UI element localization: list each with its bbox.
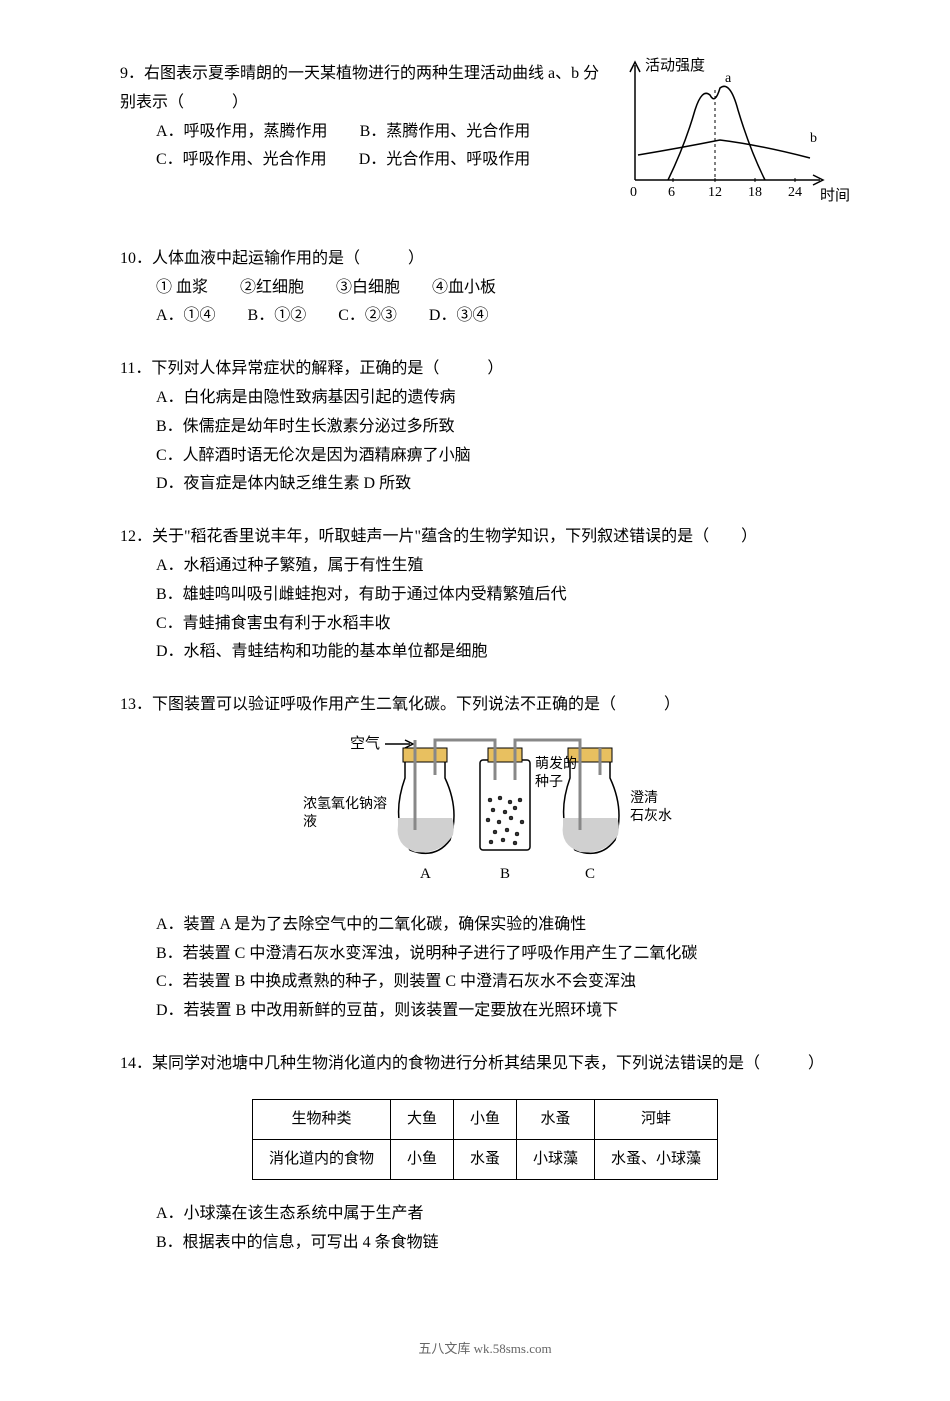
- q12-optC: C．青蛙捕食害虫有利于水稻丰收: [156, 610, 850, 639]
- q12-optA: A．水稻通过种子繁殖，属于有性生殖: [156, 552, 850, 581]
- cell: 消化道内的食物: [252, 1139, 390, 1179]
- question-10: 10．人体血液中起运输作用的是（ ） ① 血浆 ②红细胞 ③白细胞 ④血小板 A…: [120, 245, 850, 331]
- question-9: 活动强度 0 6 12 18 24 时间 a b 9．右图表示夏季晴朗的一天某植…: [120, 60, 850, 221]
- q10-stem: 10．人体血液中起运输作用的是（ ）: [120, 245, 850, 274]
- svg-text:C: C: [585, 866, 595, 882]
- svg-text:18: 18: [748, 185, 762, 200]
- q9-optC: C．呼吸作用、光合作用: [156, 151, 327, 168]
- q13-stem: 13．下图装置可以验证呼吸作用产生二氧化碳。下列说法不正确的是（ ）: [120, 691, 850, 720]
- q14-stem: 14．某同学对池塘中几种生物消化道内的食物进行分析其结果见下表，下列说法错误的是…: [120, 1050, 850, 1079]
- svg-text:b: b: [810, 131, 817, 146]
- svg-text:石灰水: 石灰水: [630, 808, 672, 824]
- q9-optD: D．光合作用、呼吸作用: [359, 151, 531, 168]
- q13-optA: A．装置 A 是为了去除空气中的二氧化碳，确保实验的准确性: [156, 911, 850, 940]
- q13-optB: B．若装置 C 中澄清石灰水变浑浊，说明种子进行了呼吸作用产生了二氧化碳: [156, 940, 850, 969]
- svg-text:澄清: 澄清: [630, 790, 658, 806]
- question-12: 12．关于"稻花香里说丰年，听取蛙声一片"蕴含的生物学知识，下列叙述错误的是（ …: [120, 523, 850, 667]
- q13-figure: 空气: [120, 730, 850, 901]
- cell: 河蚌: [595, 1099, 718, 1139]
- q9-optB: B．蒸腾作用、光合作用: [360, 123, 531, 140]
- q10-items: ① 血浆 ②红细胞 ③白细胞 ④血小板: [156, 274, 850, 303]
- svg-text:12: 12: [708, 185, 722, 200]
- question-14: 14．某同学对池塘中几种生物消化道内的食物进行分析其结果见下表，下列说法错误的是…: [120, 1050, 850, 1257]
- q14-optA: A．小球藻在该生态系统中属于生产者: [156, 1200, 850, 1229]
- svg-text:时间: 时间: [820, 187, 850, 204]
- q11-optB: B．侏儒症是幼年时生长激素分泌过多所致: [156, 413, 850, 442]
- svg-text:24: 24: [788, 185, 802, 200]
- cell: 水蚤: [453, 1139, 516, 1179]
- q9-optA: A．呼吸作用，蒸腾作用: [156, 123, 328, 140]
- q11-optA: A．白化病是由隐性致病基因引起的遗传病: [156, 384, 850, 413]
- svg-text:B: B: [500, 866, 510, 882]
- q9-chart: 活动强度 0 6 12 18 24 时间 a b: [610, 50, 850, 221]
- q14-table: 生物种类 大鱼 小鱼 水蚤 河蚌 消化道内的食物 小鱼 水蚤 小球藻 水蚤、小球…: [252, 1099, 718, 1180]
- question-11: 11．下列对人体异常症状的解释，正确的是（ ） A．白化病是由隐性致病基因引起的…: [120, 355, 850, 499]
- svg-text:0: 0: [630, 185, 637, 200]
- table-row: 生物种类 大鱼 小鱼 水蚤 河蚌: [252, 1099, 717, 1139]
- cell: 大鱼: [390, 1099, 453, 1139]
- svg-text:萌发的: 萌发的: [535, 756, 577, 772]
- cell: 小球藻: [517, 1139, 595, 1179]
- cell: 生物种类: [252, 1099, 390, 1139]
- table-row: 消化道内的食物 小鱼 水蚤 小球藻 水蚤、小球藻: [252, 1139, 717, 1179]
- q13-optD: D．若装置 B 中改用新鲜的豆苗，则该装置一定要放在光照环境下: [156, 997, 850, 1026]
- svg-text:活动强度: 活动强度: [645, 57, 705, 74]
- q12-optD: D．水稻、青蛙结构和功能的基本单位都是细胞: [156, 638, 850, 667]
- page-footer: 五八文库 wk.58sms.com: [120, 1337, 850, 1360]
- q11-stem: 11．下列对人体异常症状的解释，正确的是（ ）: [120, 355, 850, 384]
- q11-optC: C．人醉酒时语无伦次是因为酒精麻痹了小脑: [156, 442, 850, 471]
- q11-optD: D．夜盲症是体内缺乏维生素 D 所致: [156, 470, 850, 499]
- air-label: 空气: [350, 735, 380, 752]
- cell: 小鱼: [390, 1139, 453, 1179]
- q13-optC: C．若装置 B 中换成煮熟的种子，则装置 C 中澄清石灰水不会变浑浊: [156, 968, 850, 997]
- question-13: 13．下图装置可以验证呼吸作用产生二氧化碳。下列说法不正确的是（ ） 空气: [120, 691, 850, 1026]
- svg-text:6: 6: [668, 185, 675, 200]
- svg-text:液: 液: [303, 814, 317, 830]
- cell: 小鱼: [453, 1099, 516, 1139]
- q14-optB: B．根据表中的信息，可写出 4 条食物链: [156, 1229, 850, 1258]
- q10-opts: A．①④ B．①② C．②③ D．③④: [156, 302, 850, 331]
- svg-text:a: a: [725, 71, 732, 86]
- cell: 水蚤、小球藻: [595, 1139, 718, 1179]
- q12-stem: 12．关于"稻花香里说丰年，听取蛙声一片"蕴含的生物学知识，下列叙述错误的是（ …: [120, 523, 850, 552]
- cell: 水蚤: [517, 1099, 595, 1139]
- svg-text:A: A: [420, 866, 431, 882]
- q12-optB: B．雄蛙鸣叫吸引雌蛙抱对，有助于通过体内受精繁殖后代: [156, 581, 850, 610]
- svg-text:种子: 种子: [535, 774, 563, 790]
- svg-text:浓氢氧化钠溶: 浓氢氧化钠溶: [303, 796, 387, 812]
